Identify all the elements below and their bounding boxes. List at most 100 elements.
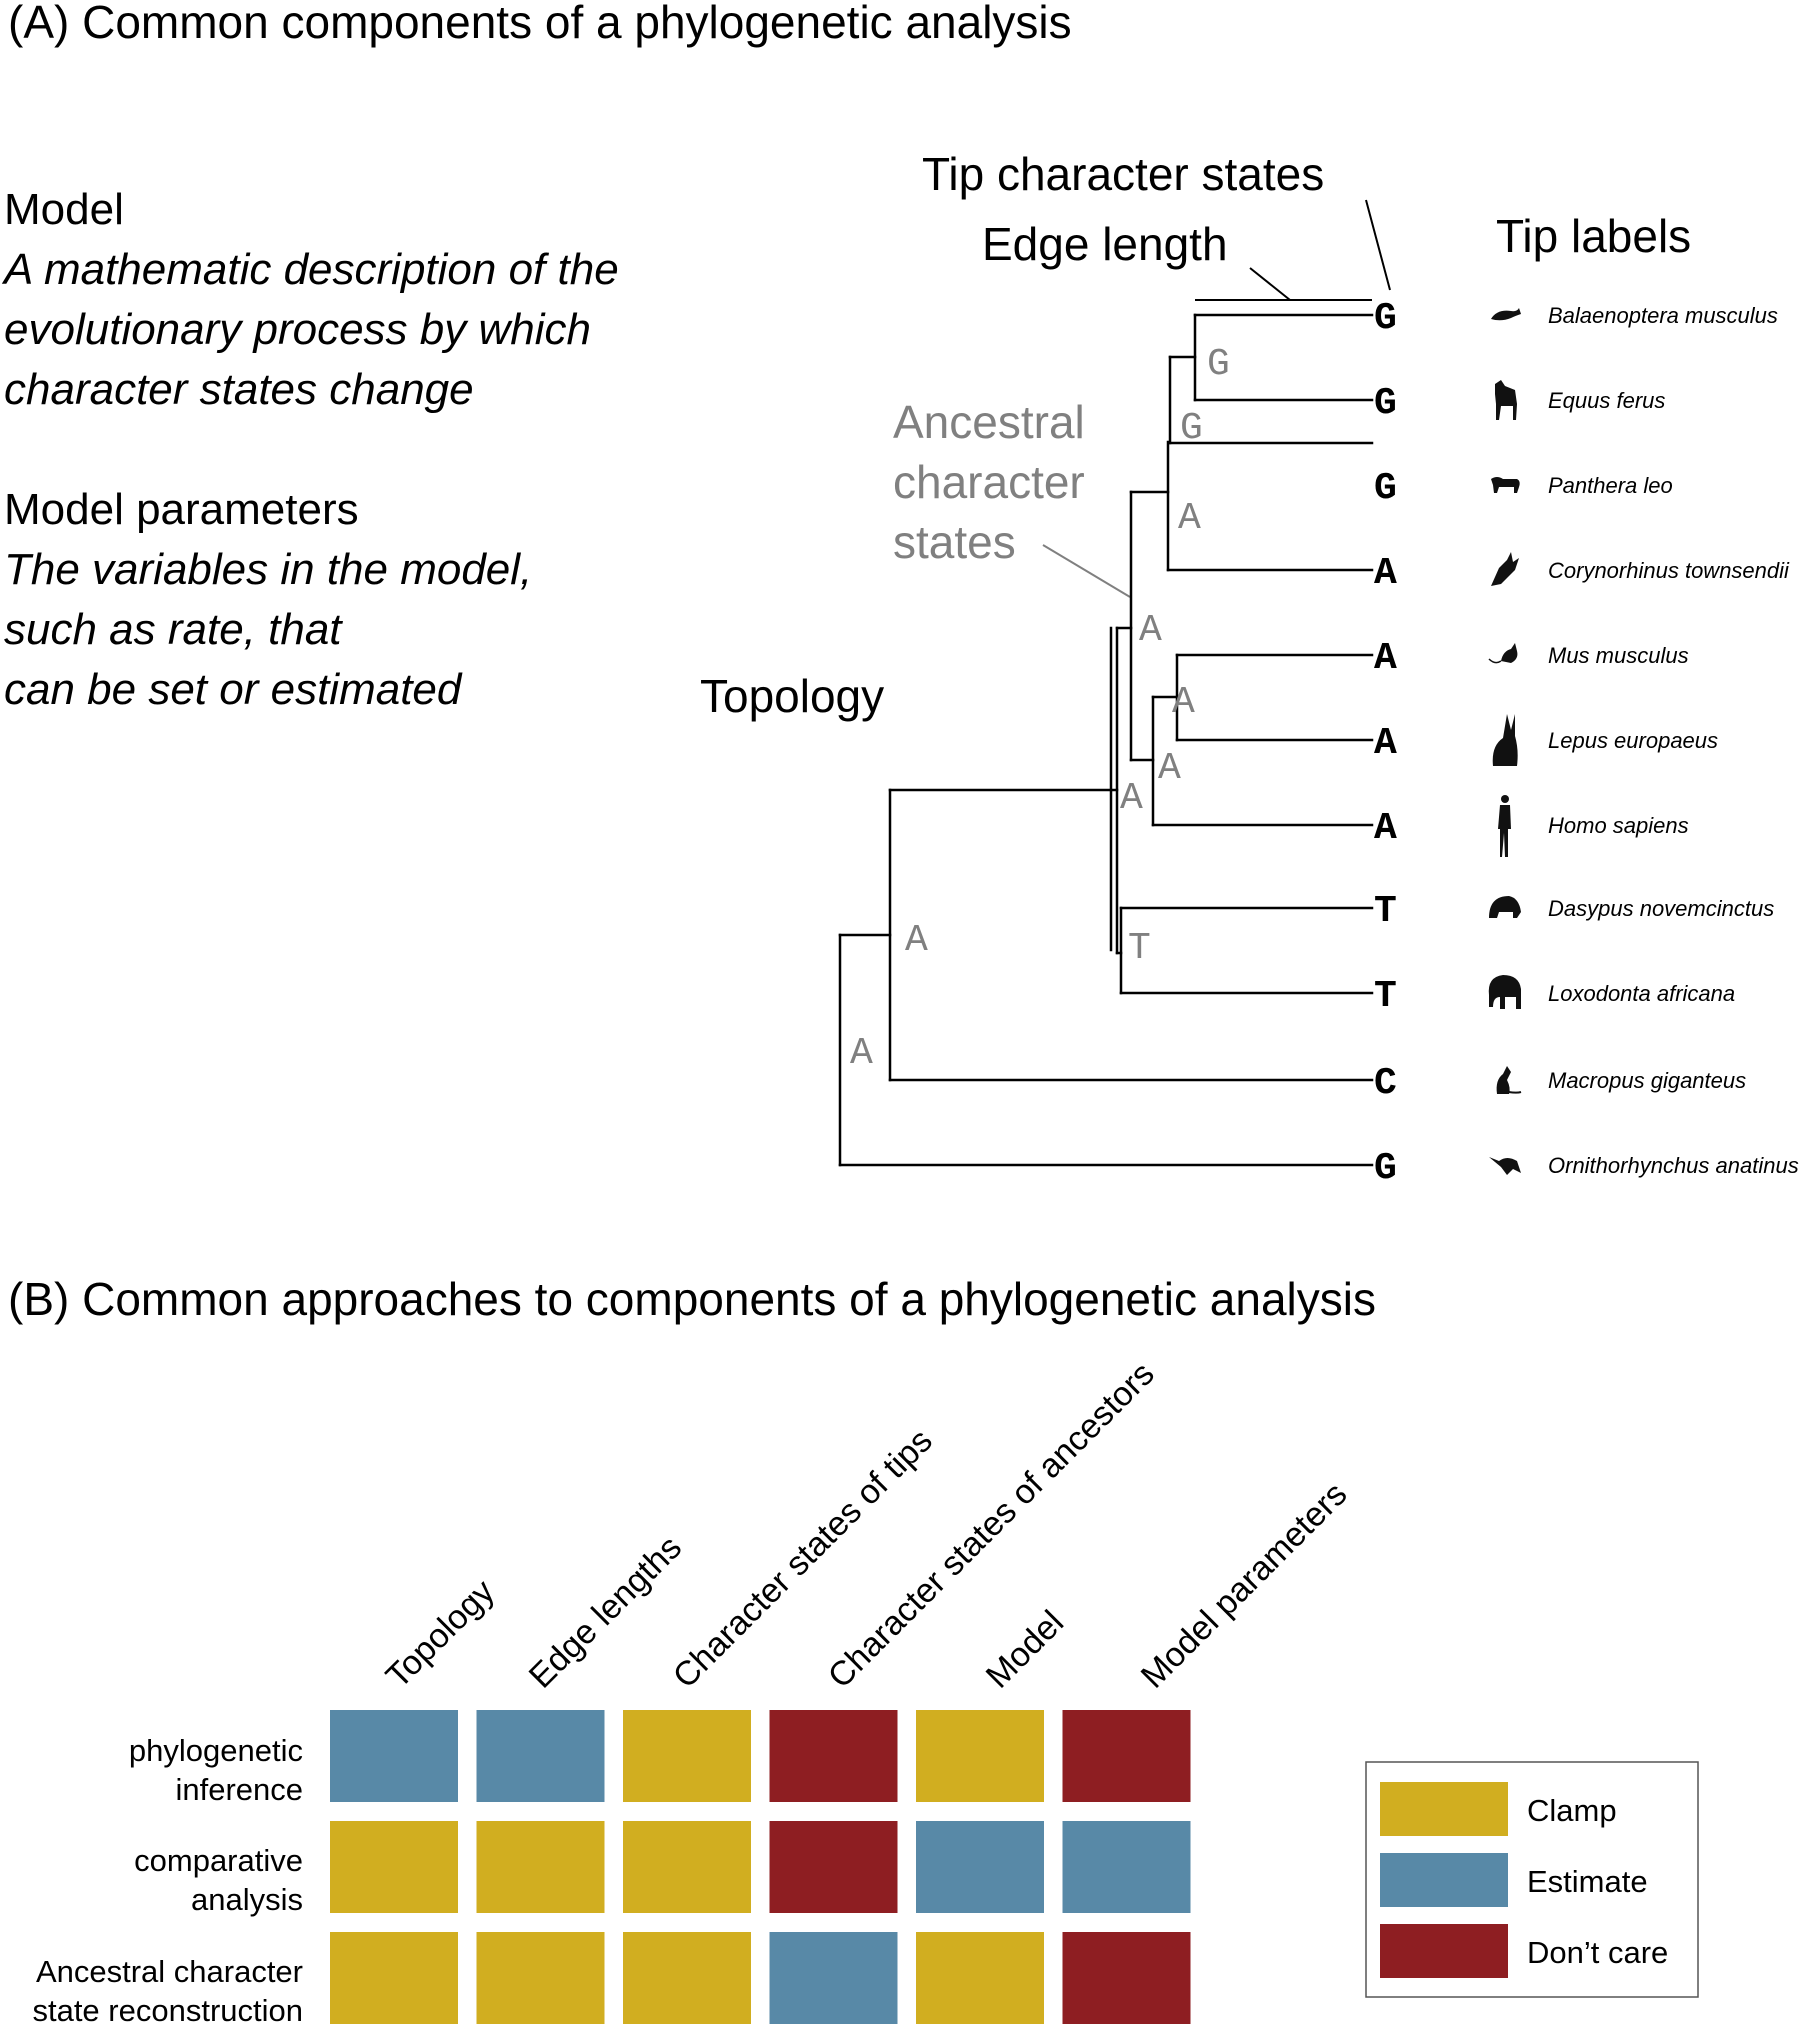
model-parameters-description-line: such as rate, that [4,605,343,654]
tip-state: G [1374,297,1397,340]
legend-box [1365,1761,1699,1998]
grid-cell [476,1821,605,1913]
mouse-icon [1488,643,1518,664]
model-description-line: character states change [4,365,474,414]
tip-row: C Macropus giganteus [1374,1062,1746,1105]
species-name: Corynorhinus townsendii [1548,558,1790,583]
tip-character-states-label: Tip character states [922,148,1324,200]
tip-row: T Dasypus novemcinctus [1374,890,1774,933]
row-label-line: inference [175,1772,303,1807]
grid-cell [623,1932,751,2024]
tip-state: A [1374,637,1397,680]
species-name: Mus musculus [1548,643,1689,668]
ancestral-label-line: Ancestral [893,396,1085,448]
platypus-icon [1489,1157,1521,1175]
grid-cell [623,1821,751,1913]
column-header-tip-states: Character states of tips [666,1422,940,1696]
species-name: Macropus giganteus [1548,1068,1746,1093]
grid-cell [476,1932,605,2024]
model-description-line: A mathematic description of the [1,245,619,294]
species-name: Homo sapiens [1548,813,1689,838]
whale-icon [1491,308,1521,321]
tip-state: C [1374,1062,1397,1105]
tip-state: A [1374,552,1397,595]
tip-state: A [1374,807,1397,850]
legend: Clamp Estimate Don’t care [1365,1761,1699,1998]
annotation-leaders [1042,199,1391,598]
model-parameters-block: Model parameters The variables in the mo… [4,485,532,714]
grid-cell [916,1932,1044,2024]
species-name: Loxodonta africana [1548,981,1735,1006]
tip-state: T [1374,975,1397,1018]
grid-cell [476,1710,605,1802]
horse-icon [1495,380,1517,420]
human-icon [1498,795,1511,857]
kangaroo-icon [1496,1066,1522,1094]
species-name: Panthera leo [1548,473,1673,498]
legend-label-clamp: Clamp [1527,1793,1617,1828]
species-name: Lepus europaeus [1548,728,1718,753]
tip-row: A Corynorhinus townsendii [1374,552,1790,595]
panel-a-title: (A) Common components of a phylogenetic … [8,0,1072,48]
ancestral-state: A [1120,777,1143,820]
elephant-icon [1488,975,1521,1009]
column-headers: Topology Edge lengths Character states o… [379,1355,1355,1696]
model-parameters-description-line: can be set or estimated [4,665,463,714]
ancestral-state: G [1207,343,1230,386]
tip-state: T [1374,890,1397,933]
ancestral-state: A [1158,747,1181,790]
grid-cell [1062,1821,1191,1913]
ancestral-character-states-label: Ancestral character states [893,396,1085,568]
phylogenetic-tree [838,313,1374,1167]
grid-cell [916,1821,1044,1913]
ancestral-state-labels: G G A A A A A T A A [850,343,1230,1075]
legend-swatch-dont-care [1380,1924,1508,1978]
column-header-edge-lengths: Edge lengths [522,1528,689,1695]
species-name: Equus ferus [1548,388,1665,413]
tip-row: A Lepus europaeus [1374,714,1718,766]
tip-row: A Homo sapiens [1374,795,1689,857]
row-labels: phylogenetic inference comparative analy… [32,1733,303,2028]
grid-cell [769,1932,898,2024]
species-name: Balaenoptera musculus [1548,303,1778,328]
column-header-ancestor-states: Character states of ancestors [821,1355,1162,1696]
legend-swatch-estimate [1380,1853,1508,1907]
tip-state: G [1374,467,1397,510]
model-heading: Model [4,185,124,234]
grid-cell [623,1710,751,1802]
grid-cell [769,1710,898,1802]
row-label-line: Ancestral character [36,1954,303,1989]
row-label-line: state reconstruction [32,1993,303,2028]
grid-cell [916,1710,1044,1802]
approach-grid [330,1710,1191,2024]
tip-row: G Balaenoptera musculus [1374,297,1778,340]
topology-label: Topology [700,670,884,722]
model-block: Model A mathematic description of the ev… [1,185,619,414]
row-label-line: phylogenetic [129,1733,303,1768]
grid-cell [1062,1932,1191,2024]
ancestral-state: A [850,1032,873,1075]
lion-icon [1491,477,1520,493]
species-name: Dasypus novemcinctus [1548,896,1774,921]
ancestral-label-line: character [893,456,1085,508]
tip-labels-heading: Tip labels [1496,210,1691,262]
bat-icon [1491,552,1519,586]
ancestral-state: A [905,919,928,962]
species-name: Ornithorhynchus anatinus [1548,1153,1799,1178]
tip-rows: G Balaenoptera musculus G Equus ferus G … [1374,297,1799,1190]
column-header-model: Model [979,1603,1071,1695]
grid-cell [330,1932,458,2024]
tip-row: A Mus musculus [1374,637,1689,680]
ancestral-state: A [1139,609,1162,652]
armadillo-icon [1489,896,1521,918]
hare-icon [1492,714,1518,766]
ancestral-label-line: states [893,516,1016,568]
row-label-line: analysis [191,1882,303,1917]
ancestral-state: A [1172,681,1195,724]
model-parameters-description-line: The variables in the model, [4,545,532,594]
ancestral-leader [1042,544,1131,598]
tip-row: G Equus ferus [1374,380,1665,425]
model-description-line: evolutionary process by which [4,305,591,354]
tip-row: G Panthera leo [1374,467,1673,510]
tip-row: T Loxodonta africana [1374,975,1735,1018]
